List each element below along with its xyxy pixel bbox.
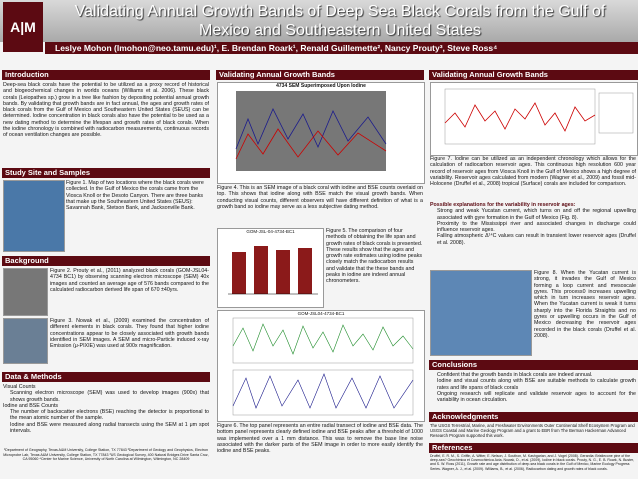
section-heading: Study Site and Samples (2, 168, 210, 178)
caption: Figure 8. When the Yucatan current is st… (534, 270, 636, 339)
section-heading: References (429, 443, 638, 453)
figure-7 (430, 82, 638, 156)
caption: Figure 2. Prouty et al., (2011) analyzed… (50, 268, 209, 293)
figure-5: GOM-JSL-04-4734-BC1 (217, 228, 324, 308)
sem-image (3, 268, 48, 316)
figure-art (228, 246, 318, 295)
affiliations: ¹Department of Geography, Texas A&M Univ… (3, 448, 209, 462)
section-heading: Validating Annual Growth Bands (429, 70, 638, 80)
map-figure (3, 180, 65, 252)
list-item: Confident that the growth bands in black… (437, 372, 636, 378)
authors: Leslye Mohon (lmohon@neo.tamu.edu)¹, E. … (45, 42, 638, 54)
current-map (430, 270, 532, 356)
methods-text: Visual Counts Scanning electron microsco… (3, 384, 209, 444)
list-item: Falling atmospheric Δ¹⁴C values can resu… (437, 233, 636, 246)
list-item: Scanning electron microscope (SEM) was u… (10, 390, 209, 403)
subheading: Possible explanations for the variabilit… (430, 202, 576, 208)
paragraph: Deep-sea black corals have the potential… (3, 82, 209, 139)
list-item: Ongoing research will replicate and vali… (437, 391, 636, 404)
caption: Figure 5. The comparison of four methods… (326, 228, 423, 285)
caption: Figure 3. Nowak et al., (2009) examined … (50, 318, 209, 350)
figure-4: 4734 SEM Superimposed Upon Iodine (217, 82, 425, 184)
subheading: Iodine and BSE Counts (3, 402, 59, 409)
figure-art (235, 91, 387, 171)
list-item: Proximity to the Mississippi river and a… (437, 221, 636, 234)
caption: Figure 1. Map of two locations where the… (66, 180, 204, 212)
section-heading: Data & Methods (2, 372, 210, 382)
title-bar (0, 0, 638, 42)
figure-art (232, 317, 414, 416)
subheading: Visual Counts (3, 384, 36, 390)
section-heading: Acknowledgments (429, 412, 638, 422)
title: Validating Annual Growth Bands of Deep S… (74, 3, 606, 39)
figure-art (444, 88, 634, 145)
section-heading: Introduction (2, 70, 210, 80)
conclusions-text: Confident that the growth bands in black… (430, 372, 636, 410)
caption: Figure 6. The top panel represents an en… (217, 423, 423, 455)
figure-6: GOM-JSL04-4734-BC1 (217, 310, 425, 422)
list-item: Iodine and visual counts along with BSE … (437, 378, 636, 391)
list-item: Iodine and BSE were measured along radia… (10, 422, 209, 435)
pixe-image (3, 318, 48, 364)
section-heading: Conclusions (429, 360, 638, 370)
paragraph: The USGS Terrestrial, Marine, and Freshw… (430, 423, 635, 438)
logo: A|M (3, 2, 43, 52)
list-item: The number of backscatter electrons (BSE… (10, 409, 209, 422)
caption: Figure 4. This is an SEM image of a blac… (217, 185, 423, 210)
figure-title: 4734 SEM Superimposed Upon Iodine (276, 83, 366, 89)
caption: Figure 7. Iodine can be utilized as an i… (430, 156, 636, 188)
list-item: Strong and weak Yucatan current, which t… (437, 208, 636, 221)
figure-title: GOM-JSL-04-4734-BC1 (246, 229, 295, 234)
section-heading: Validating Annual Growth Bands (216, 70, 424, 80)
section-heading: Background (2, 256, 210, 266)
figure-title: GOM-JSL04-4734-BC1 (297, 311, 345, 316)
explanations: Possible explanations for the variabilit… (430, 202, 636, 264)
references-text: Druffel, E. R. M., S. Griffin, A. Witter… (430, 454, 634, 471)
